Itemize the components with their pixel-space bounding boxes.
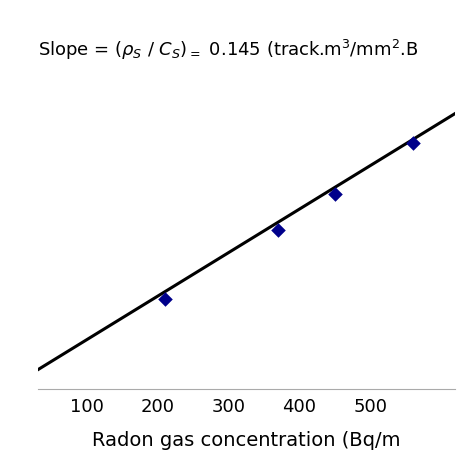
Point	[409, 139, 417, 147]
Text: Radon gas concentration (Bq/m: Radon gas concentration (Bq/m	[92, 431, 401, 450]
Text: Slope = ($\rho_S$ / $C_S$)$_=$ 0.145 (track.m$^3$/mm$^2$.B: Slope = ($\rho_S$ / $C_S$)$_=$ 0.145 (tr…	[38, 38, 418, 62]
Point	[274, 226, 282, 234]
Point	[331, 190, 338, 198]
Point	[161, 295, 169, 303]
